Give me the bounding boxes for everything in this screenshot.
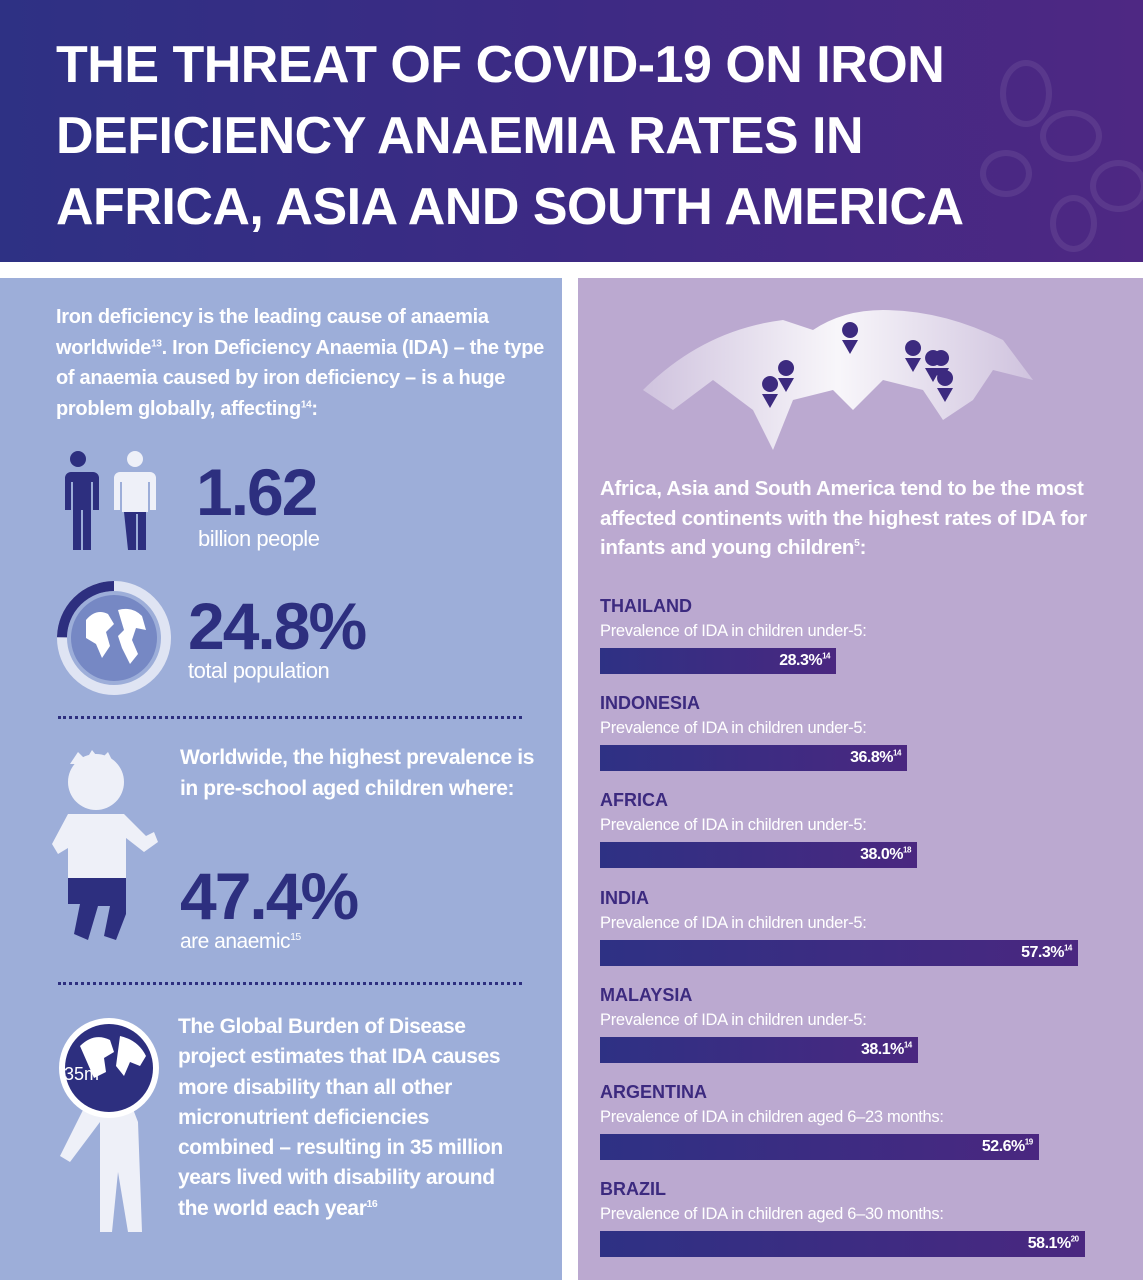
stat-anaemic-children-label: are anaemic15 bbox=[180, 930, 301, 953]
blood-cell-decoration bbox=[1000, 60, 1052, 127]
blood-cell-decoration bbox=[1090, 160, 1143, 212]
right-panel: Africa, Asia and South America tend to b… bbox=[578, 278, 1143, 1280]
bar-subtitle: Prevalence of IDA in children aged 6–30 … bbox=[600, 1205, 944, 1224]
bar-subtitle: Prevalence of IDA in children under-5: bbox=[600, 816, 867, 835]
dotted-divider bbox=[58, 716, 522, 719]
bar-reference: 18 bbox=[903, 846, 911, 856]
title-line: THE THREAT OF COVID-19 ON IRON bbox=[56, 36, 945, 94]
bar-reference: 14 bbox=[822, 651, 831, 661]
bar-value-label: 36.8% bbox=[850, 749, 893, 767]
bar-category-label: BRAZIL bbox=[600, 1179, 666, 1200]
bar-subtitle: Prevalence of IDA in children under-5: bbox=[600, 719, 867, 738]
blood-cell-decoration bbox=[1040, 110, 1102, 162]
bar: 52.6%19 bbox=[600, 1134, 1039, 1160]
bar-value-label: 57.3% bbox=[1021, 943, 1064, 961]
burden-of-disease-text: The Global Burden of Disease project est… bbox=[178, 1015, 503, 1220]
bar-value-label: 38.1% bbox=[860, 1040, 904, 1058]
bar-reference: 20 bbox=[1070, 1234, 1079, 1244]
child-icon bbox=[52, 750, 158, 940]
bar-value-label: 58.1% bbox=[1027, 1235, 1071, 1253]
bar-category-label: INDONESIA bbox=[600, 693, 701, 714]
blood-cell-decoration bbox=[980, 150, 1032, 197]
bar-reference: 19 bbox=[1024, 1137, 1033, 1147]
stat-billion-people-label: billion people bbox=[198, 526, 320, 551]
intro-text: Iron deficiency is the leading cause of … bbox=[56, 306, 544, 420]
bar: 36.8%14 bbox=[600, 745, 907, 772]
stat-total-population-value: 24.8% bbox=[188, 589, 367, 663]
globe-percentage-icon bbox=[57, 581, 171, 695]
blood-cell-decoration bbox=[1050, 195, 1097, 252]
bar: 38.1%14 bbox=[600, 1036, 918, 1063]
dotted-divider bbox=[58, 982, 522, 985]
bar: 57.3%14 bbox=[600, 939, 1078, 966]
bar-category-label: MALAYSIA bbox=[600, 984, 693, 1005]
bar: 38.0%18 bbox=[600, 842, 917, 869]
bar-subtitle: Prevalence of IDA in children under-5: bbox=[600, 1010, 867, 1029]
header-banner: THE THREAT OF COVID-19 ON IRON DEFICIENC… bbox=[0, 0, 1143, 262]
bar-value-label: 52.6% bbox=[981, 1138, 1025, 1155]
stat-anaemic-children-value: 47.4% bbox=[180, 859, 359, 933]
stat-billion-people-value: 1.62 bbox=[196, 455, 318, 529]
bar-subtitle: Prevalence of IDA in children under-5: bbox=[600, 913, 867, 932]
children-prevalence-text: Worldwide, the highest prevalence is in … bbox=[180, 746, 534, 800]
title-line: AFRICA, ASIA AND SOUTH AMERICA bbox=[56, 178, 964, 236]
bar-category-label: INDIA bbox=[600, 887, 649, 908]
bar-value-label: 28.3% bbox=[779, 652, 823, 669]
stat-total-population-label: total population bbox=[188, 658, 330, 683]
people-icon bbox=[63, 451, 156, 550]
world-map-icon bbox=[643, 310, 1033, 450]
bar-reference: 14 bbox=[1063, 943, 1072, 953]
bar-reference: 14 bbox=[903, 1040, 912, 1050]
bar: 28.3%14 bbox=[600, 648, 837, 674]
left-panel: Iron deficiency is the leading cause of … bbox=[0, 278, 562, 1280]
bar-category-label: ARGENTINA bbox=[600, 1082, 707, 1102]
bar-subtitle: Prevalence of IDA in children under-5: bbox=[600, 622, 867, 640]
bar-value-label: 38.0% bbox=[860, 846, 903, 864]
bar-subtitle: Prevalence of IDA in children aged 6–23 … bbox=[600, 1108, 944, 1126]
bar-reference: 14 bbox=[893, 748, 901, 758]
globe-label: 35m bbox=[64, 1064, 99, 1084]
bar-category-label: THAILAND bbox=[600, 596, 692, 616]
title-line: DEFICIENCY ANAEMIA RATES IN bbox=[56, 107, 864, 165]
page-title: THE THREAT OF COVID-19 ON IRON DEFICIENC… bbox=[56, 30, 1056, 243]
continents-intro-text: Africa, Asia and South America tend to b… bbox=[600, 477, 1087, 559]
bar: 58.1%20 bbox=[600, 1231, 1085, 1258]
bar-category-label: AFRICA bbox=[600, 790, 668, 811]
person-carrying-globe-icon: 35m bbox=[59, 1018, 159, 1232]
